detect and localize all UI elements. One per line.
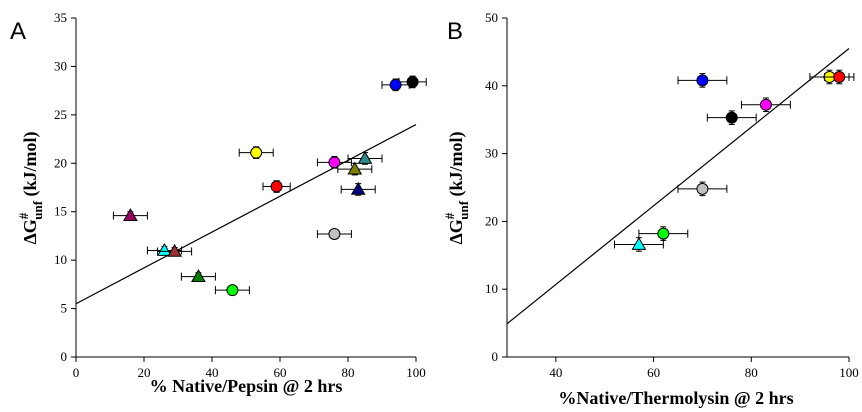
circle-marker — [250, 146, 263, 159]
panel-b-x-tick-label-1: 60 — [647, 365, 660, 380]
panel-a-points — [112, 75, 427, 297]
panel-a-y-tick-label-0: 0 — [61, 349, 68, 364]
panel-a-y-tick-label-7: 35 — [54, 10, 67, 25]
panel-a-point-7 — [340, 181, 376, 196]
panel-a-point-11 — [157, 243, 193, 257]
panel-a-y-tick-label-6: 30 — [54, 58, 67, 73]
circle-marker — [833, 70, 846, 83]
panel-a-x-title: % Native/Pepsin @ 2 hrs — [150, 376, 343, 396]
panel-a-x-tick-label-0: 0 — [73, 365, 80, 380]
panel-b: B 0 10 20 30 40 50 40 60 80 100 %Native/Thermoly… — [442, 10, 859, 408]
circle-marker — [328, 156, 341, 169]
circle-marker — [725, 111, 738, 124]
panel-b-y-tick-label-5: 50 — [485, 10, 498, 25]
panel-b-y-title-sup: # — [442, 212, 457, 219]
panel-a-point-3 — [316, 156, 352, 169]
panel-b-x-tick-label-2: 80 — [745, 365, 758, 380]
panel-b-x-ticks: 40 60 80 100 — [549, 357, 859, 380]
panel-a-y-tick-label-1: 5 — [61, 301, 68, 316]
triangle-marker — [191, 269, 206, 282]
panel-b-x-title: %Native/Thermolysin @ 2 hrs — [558, 388, 793, 408]
panel-b-points — [613, 69, 855, 252]
panel-a-regression-line — [75, 124, 417, 305]
panel-b-x-tick-label-0: 40 — [549, 365, 562, 380]
panel-a-y-title-main: ΔG — [20, 219, 40, 244]
triangle-marker — [157, 242, 172, 256]
panel-a-y-tick-label-2: 10 — [54, 252, 67, 267]
circle-marker — [696, 74, 709, 87]
circle-marker — [226, 284, 239, 297]
panel-b-y-title-sub: unf — [456, 200, 471, 219]
panel-a-y-title: ΔG#unf (kJ/mol) — [16, 131, 45, 244]
panel-b-point-7 — [613, 236, 664, 252]
panel-a-y-tick-label-3: 15 — [54, 204, 67, 219]
panel-a-x-tick-label-4: 80 — [342, 365, 355, 380]
panel-b-y-tick-label-3: 30 — [485, 146, 498, 161]
panel-b-x-tick-label-3: 100 — [839, 365, 859, 380]
triangle-marker — [167, 243, 182, 257]
panel-b-point-2 — [824, 69, 855, 85]
circle-marker — [389, 78, 402, 91]
panel-a-point-4 — [347, 150, 383, 165]
panel-a-point-5 — [337, 161, 373, 176]
panel-b-y-tick-label-0: 0 — [492, 349, 499, 364]
panel-b-y-title: ΔG#unf (kJ/mol) — [442, 131, 471, 244]
panel-a-x-tick-label-5: 100 — [406, 365, 426, 380]
panel-a-x-tick-label-2: 40 — [206, 365, 219, 380]
triangle-marker — [357, 150, 373, 164]
circle-marker — [328, 227, 341, 240]
panel-b-y-tick-label-2: 20 — [485, 213, 498, 228]
triangle-marker — [631, 236, 647, 250]
triangle-marker — [347, 161, 363, 175]
circle-marker — [270, 180, 283, 193]
circle-marker — [759, 98, 772, 111]
panel-a-y-tick-label-5: 25 — [54, 107, 67, 122]
panel-b-label: B — [447, 18, 463, 45]
panel-a-label: A — [10, 18, 26, 45]
panel-a-point-9 — [316, 227, 352, 240]
panel-b-point-6 — [638, 226, 689, 241]
panel-a-fit-line — [75, 124, 417, 305]
circle-marker — [406, 75, 419, 88]
panel-b-y-tick-label-4: 40 — [485, 78, 498, 93]
panel-b-y-title-units: (kJ/mol) — [446, 131, 467, 201]
triangle-marker — [123, 208, 138, 221]
panel-a-y-title-units: (kJ/mol) — [20, 131, 41, 201]
panel-b-y-tick-label-1: 10 — [485, 281, 498, 296]
panel-a-point-6 — [262, 180, 291, 193]
panel-a-y-title-sup: # — [16, 212, 31, 219]
panel-a: A 0 5 10 15 20 25 30 35 0 20 40 60 80 100 % Native/P… — [10, 10, 427, 396]
panel-a-y-ticks: 0 5 10 15 20 25 30 35 — [54, 10, 76, 364]
circle-marker — [696, 182, 709, 195]
panel-a-point-0 — [398, 75, 427, 89]
panel-a-y-tick-label-4: 20 — [54, 155, 67, 170]
panel-b-point-5 — [677, 181, 728, 197]
panel-b-point-3 — [741, 97, 791, 113]
panel-a-point-12 — [180, 269, 216, 282]
panel-a-point-1 — [381, 78, 410, 92]
panel-a-x-tick-label-1: 20 — [138, 365, 151, 380]
panel-b-point-4 — [706, 110, 757, 125]
panel-a-x-ticks: 0 20 40 60 80 100 — [73, 357, 426, 380]
panel-a-point-13 — [214, 284, 250, 297]
panel-b-y-ticks: 0 10 20 30 40 50 — [485, 10, 507, 364]
panel-b-point-0 — [677, 73, 728, 88]
panel-a-point-8 — [112, 208, 148, 221]
panel-a-y-title-sub: unf — [30, 200, 45, 219]
panel-a-point-10 — [146, 242, 182, 256]
panel-a-point-2 — [238, 146, 274, 159]
triangle-marker — [350, 181, 366, 195]
circle-marker — [657, 227, 670, 240]
panel-a-x-tick-label-3: 60 — [274, 365, 287, 380]
panel-b-y-title-main: ΔG — [446, 219, 466, 244]
